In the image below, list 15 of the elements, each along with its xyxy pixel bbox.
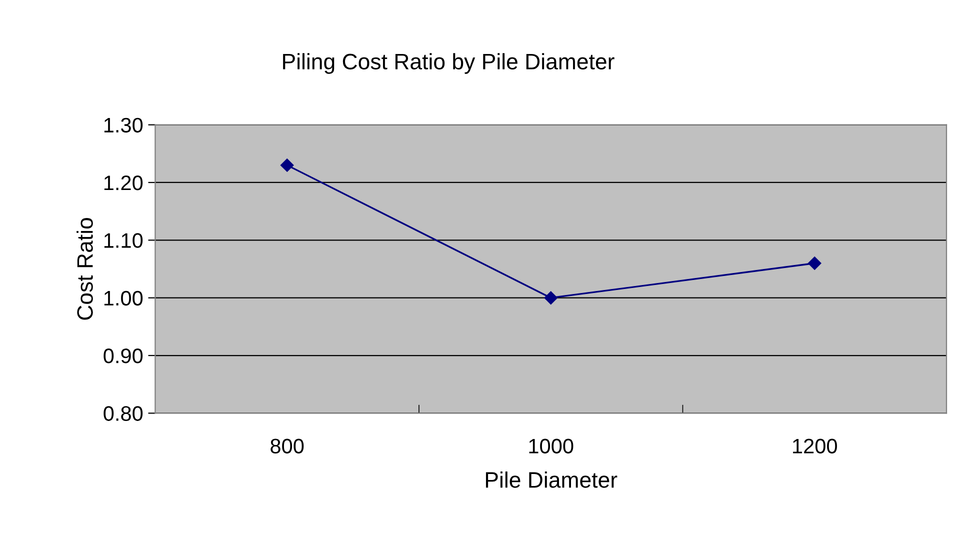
y-tick-label: 0.80 [104, 406, 143, 421]
y-tick-label: 1.20 [104, 175, 143, 190]
x-tick-label: 800 [270, 438, 304, 454]
point [544, 291, 558, 304]
point [280, 158, 294, 172]
y-tick-label: 1.00 [104, 290, 143, 306]
y-tick-label: 0.90 [104, 348, 143, 364]
x-axis-title: Pile Diameter [486, 471, 618, 488]
y-tick-label: 1.10 [104, 233, 143, 248]
y-axis-title: Cost Ratio [76, 218, 93, 320]
x-tick-label: 1200 [793, 438, 837, 454]
chart-title: Piling Cost Ratio by Pile Diameter [283, 53, 614, 74]
point [808, 256, 822, 270]
y-tick-label: 1.30 [104, 118, 143, 133]
x-tick-label: 1000 [529, 438, 574, 454]
